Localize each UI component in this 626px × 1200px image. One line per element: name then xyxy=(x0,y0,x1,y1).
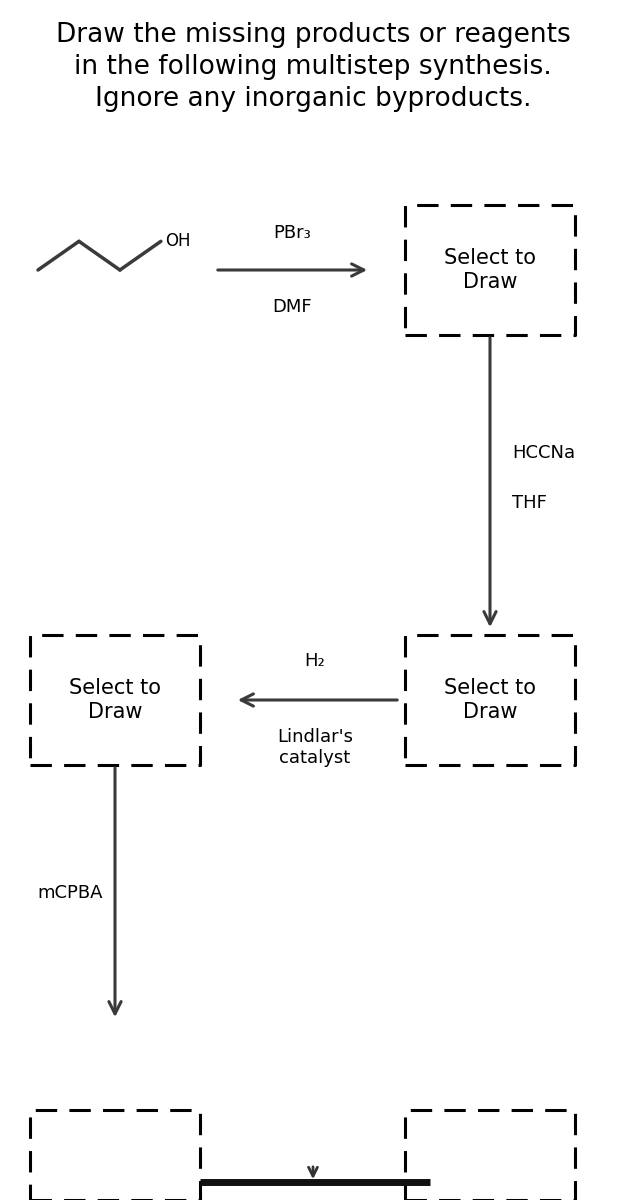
Text: Lindlar's
catalyst: Lindlar's catalyst xyxy=(277,728,353,767)
Bar xyxy=(405,205,575,335)
Text: Select to
Draw: Select to Draw xyxy=(444,248,536,292)
Bar xyxy=(30,1110,200,1200)
Text: Select to
Draw: Select to Draw xyxy=(444,678,536,721)
Text: mCPBA: mCPBA xyxy=(38,883,103,901)
Text: Ignore any inorganic byproducts.: Ignore any inorganic byproducts. xyxy=(95,86,531,112)
Text: in the following multistep synthesis.: in the following multistep synthesis. xyxy=(74,54,552,80)
Text: DMF: DMF xyxy=(272,298,312,316)
Text: Draw the missing products or reagents: Draw the missing products or reagents xyxy=(56,22,570,48)
Text: PBr₃: PBr₃ xyxy=(273,224,311,242)
Text: Select to
Draw: Select to Draw xyxy=(69,678,161,721)
Text: H₂: H₂ xyxy=(305,652,326,670)
Bar xyxy=(405,1110,575,1200)
Text: OH: OH xyxy=(165,233,190,251)
Text: THF: THF xyxy=(512,493,547,511)
Text: HCCNa: HCCNa xyxy=(512,444,575,462)
Bar xyxy=(30,635,200,766)
Bar xyxy=(405,635,575,766)
